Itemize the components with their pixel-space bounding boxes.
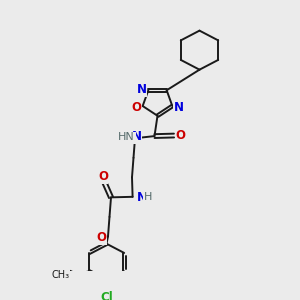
Text: N: N [137, 191, 147, 204]
Text: H: H [123, 132, 131, 142]
Text: O: O [98, 170, 108, 183]
Text: H: H [144, 192, 152, 203]
Text: O: O [131, 101, 141, 114]
Text: CH₃: CH₃ [51, 270, 69, 280]
Text: HN: HN [118, 132, 135, 142]
Text: Cl: Cl [100, 291, 113, 300]
Text: N: N [131, 130, 141, 143]
Text: O: O [176, 129, 186, 142]
Text: N: N [174, 101, 184, 114]
Text: N: N [137, 83, 147, 96]
Text: O: O [96, 231, 106, 244]
